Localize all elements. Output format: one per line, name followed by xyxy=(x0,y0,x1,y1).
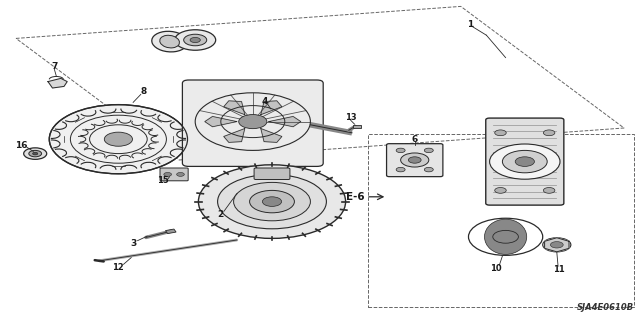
Circle shape xyxy=(493,230,518,243)
Circle shape xyxy=(396,167,405,172)
Circle shape xyxy=(177,172,184,176)
Circle shape xyxy=(515,157,534,166)
FancyBboxPatch shape xyxy=(387,144,443,177)
Text: 7: 7 xyxy=(51,62,58,71)
Circle shape xyxy=(234,182,310,221)
Circle shape xyxy=(543,130,555,136)
FancyBboxPatch shape xyxy=(254,168,290,180)
Bar xyxy=(353,125,361,128)
FancyBboxPatch shape xyxy=(486,118,564,205)
Circle shape xyxy=(262,197,282,206)
FancyBboxPatch shape xyxy=(182,80,323,166)
Circle shape xyxy=(175,30,216,50)
Polygon shape xyxy=(205,116,237,127)
Polygon shape xyxy=(224,129,245,142)
Circle shape xyxy=(164,172,172,176)
Ellipse shape xyxy=(484,219,527,254)
Ellipse shape xyxy=(160,35,179,48)
Ellipse shape xyxy=(490,223,522,250)
Circle shape xyxy=(184,34,207,46)
Ellipse shape xyxy=(152,31,188,52)
Text: 3: 3 xyxy=(130,239,136,248)
Circle shape xyxy=(33,152,38,155)
Circle shape xyxy=(424,167,433,172)
Text: 11: 11 xyxy=(554,265,565,274)
Polygon shape xyxy=(269,116,301,127)
Circle shape xyxy=(104,132,132,146)
Text: 13: 13 xyxy=(345,113,356,122)
Polygon shape xyxy=(261,129,282,142)
Bar xyxy=(368,134,634,307)
Circle shape xyxy=(502,150,547,173)
Circle shape xyxy=(396,148,405,153)
Text: 8: 8 xyxy=(141,87,147,96)
Circle shape xyxy=(49,105,188,174)
Text: E-6: E-6 xyxy=(346,192,365,202)
Text: 4: 4 xyxy=(261,97,268,106)
Circle shape xyxy=(24,148,47,159)
Text: SJA4E0610B: SJA4E0610B xyxy=(577,303,634,312)
Text: 15: 15 xyxy=(157,176,169,185)
Bar xyxy=(166,229,176,234)
Text: 10: 10 xyxy=(490,264,502,273)
Circle shape xyxy=(250,190,294,213)
Circle shape xyxy=(543,238,571,252)
Ellipse shape xyxy=(495,228,516,246)
Circle shape xyxy=(239,115,267,129)
Polygon shape xyxy=(261,101,282,115)
Ellipse shape xyxy=(500,232,511,242)
Ellipse shape xyxy=(497,230,514,244)
Text: 2: 2 xyxy=(218,210,224,219)
Circle shape xyxy=(218,174,326,229)
Polygon shape xyxy=(545,238,569,252)
Circle shape xyxy=(408,157,421,163)
Circle shape xyxy=(29,150,42,157)
Text: 12: 12 xyxy=(113,263,124,272)
Circle shape xyxy=(401,153,429,167)
Text: 6: 6 xyxy=(412,135,418,144)
Circle shape xyxy=(490,144,560,179)
Ellipse shape xyxy=(487,221,524,252)
Circle shape xyxy=(198,165,346,238)
Circle shape xyxy=(495,130,506,136)
FancyBboxPatch shape xyxy=(160,168,188,181)
Circle shape xyxy=(543,188,555,193)
Circle shape xyxy=(495,188,506,193)
Circle shape xyxy=(424,148,433,153)
Text: 16: 16 xyxy=(15,141,28,150)
Ellipse shape xyxy=(492,226,519,248)
Circle shape xyxy=(550,242,563,248)
Polygon shape xyxy=(48,78,67,88)
Polygon shape xyxy=(224,101,245,115)
Text: 1: 1 xyxy=(467,20,474,28)
Circle shape xyxy=(190,37,200,43)
